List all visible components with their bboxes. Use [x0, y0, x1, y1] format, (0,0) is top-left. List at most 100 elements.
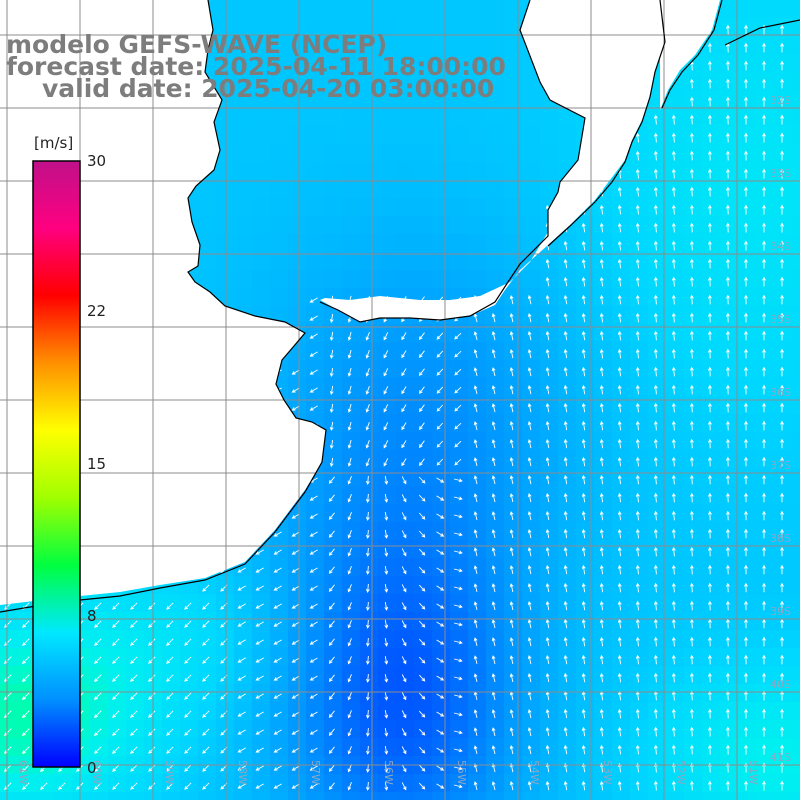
wind-arrow [184, 692, 192, 700]
wind-arrow [581, 600, 586, 611]
wind-arrow [166, 602, 174, 610]
wind-speed-cell [72, 792, 91, 800]
wind-speed-cell [0, 792, 19, 800]
wind-arrow [725, 78, 730, 89]
wind-speed-cell [648, 396, 667, 415]
wind-arrow [707, 510, 712, 521]
wind-speed-cell [522, 108, 541, 127]
wind-speed-cell [234, 594, 253, 613]
wind-speed-cell [288, 720, 307, 739]
wind-speed-cell [288, 378, 307, 397]
wind-arrow [725, 636, 730, 647]
wind-arrow [22, 620, 30, 628]
wind-speed-cell [414, 558, 433, 577]
wind-speed-cell [450, 774, 469, 793]
wind-speed-cell [270, 126, 289, 145]
wind-arrow [527, 780, 532, 791]
wind-arrow [112, 728, 120, 736]
wind-arrow [599, 600, 604, 611]
wind-speed-cell [540, 162, 559, 181]
wind-arrow [22, 674, 30, 682]
wind-speed-cell [342, 414, 361, 433]
wind-speed-cell [540, 180, 559, 199]
wind-arrow [635, 186, 640, 197]
wind-arrow [491, 348, 496, 359]
wind-speed-cell [270, 270, 289, 289]
wind-arrow [653, 348, 658, 359]
wind-speed-cell [666, 108, 685, 127]
wind-arrow [780, 402, 784, 413]
wind-speed-cell [432, 180, 451, 199]
wind-arrow [453, 766, 463, 771]
wind-arrow [291, 675, 300, 681]
wind-speed-cell [648, 522, 667, 541]
wind-speed-cell [612, 360, 631, 379]
wind-speed-cell [450, 666, 469, 685]
longitude-label: 51W [747, 760, 760, 785]
wind-arrow [328, 656, 335, 664]
wind-speed-cell [126, 702, 145, 721]
wind-arrow [166, 746, 174, 754]
wind-speed-cell [252, 612, 271, 631]
wind-speed-cell [378, 270, 397, 289]
wind-speed-cell [306, 270, 325, 289]
wind-speed-cell [450, 522, 469, 541]
wind-speed-cell [270, 630, 289, 649]
wind-arrow [780, 564, 784, 575]
wind-arrow [273, 675, 282, 681]
wind-arrow [184, 620, 192, 628]
wind-arrow [599, 420, 604, 431]
wind-speed-cell [360, 18, 379, 37]
wind-arrow [671, 654, 676, 665]
wind-speed-cell [612, 540, 631, 559]
wind-speed-cell [378, 216, 397, 235]
wind-arrow [617, 564, 622, 575]
wind-arrow [762, 474, 766, 485]
wind-speed-cell [378, 162, 397, 181]
wind-speed-cell [648, 252, 667, 271]
wind-speed-cell [630, 414, 649, 433]
wind-speed-cell [342, 792, 361, 800]
wind-speed-cell [0, 612, 19, 631]
wind-speed-cell [486, 306, 505, 325]
wind-speed-cell [522, 504, 541, 523]
wind-speed-cell [324, 684, 343, 703]
wind-arrow [383, 368, 389, 377]
wind-arrow [291, 621, 300, 627]
wind-arrow [237, 495, 246, 501]
wind-arrow [473, 457, 478, 467]
wind-arrow [453, 730, 463, 735]
wind-speed-cell [234, 144, 253, 163]
wind-arrow [762, 402, 766, 413]
wind-speed-cell [432, 0, 451, 19]
wind-speed-cell [630, 198, 649, 217]
wind-arrow [309, 603, 318, 609]
wind-arrow [635, 636, 640, 647]
wind-speed-cell [792, 162, 800, 181]
wind-speed-cell [450, 486, 469, 505]
wind-speed-cell [522, 144, 541, 163]
wind-arrow [671, 384, 676, 395]
wind-arrow [545, 258, 550, 269]
valid-date: valid date: 2025-04-20 03:00:00 [42, 74, 495, 103]
wind-arrow [689, 348, 694, 359]
wind-speed-cell [666, 648, 685, 667]
wind-speed-cell [270, 108, 289, 127]
wind-arrow [762, 312, 766, 323]
wind-arrow [671, 258, 676, 269]
wind-arrow [309, 441, 318, 447]
wind-speed-cell [684, 540, 703, 559]
wind-speed-cell [414, 468, 433, 487]
wind-arrow [762, 600, 766, 611]
wind-speed-cell [576, 288, 595, 307]
wind-arrow [725, 312, 730, 323]
wind-speed-cell [612, 252, 631, 271]
wind-speed-cell [666, 126, 685, 145]
wind-arrow [436, 404, 444, 412]
wind-speed-cell [450, 162, 469, 181]
wind-speed-cell [360, 270, 379, 289]
wind-speed-cell [792, 90, 800, 109]
wind-speed-cell [522, 594, 541, 613]
wind-arrow [491, 727, 496, 737]
wind-speed-cell [270, 216, 289, 235]
